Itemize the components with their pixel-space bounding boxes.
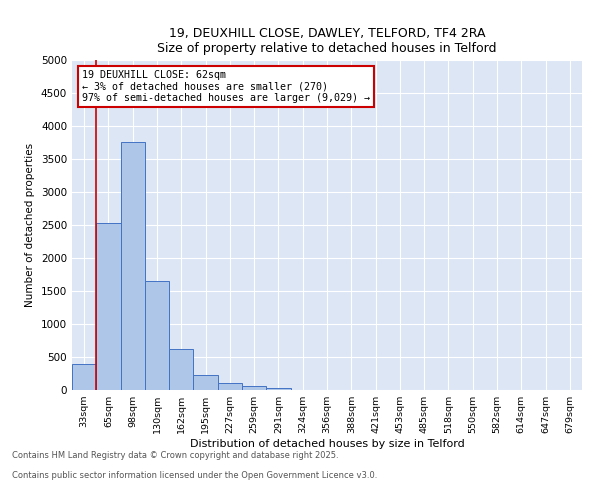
Bar bbox=[242, 386, 266, 390]
Bar bbox=[145, 281, 169, 390]
Bar bbox=[218, 384, 242, 390]
X-axis label: Distribution of detached houses by size in Telford: Distribution of detached houses by size … bbox=[190, 439, 464, 449]
Y-axis label: Number of detached properties: Number of detached properties bbox=[25, 143, 35, 307]
Title: 19, DEUXHILL CLOSE, DAWLEY, TELFORD, TF4 2RA
Size of property relative to detach: 19, DEUXHILL CLOSE, DAWLEY, TELFORD, TF4… bbox=[157, 26, 497, 54]
Text: Contains public sector information licensed under the Open Government Licence v3: Contains public sector information licen… bbox=[12, 470, 377, 480]
Text: 19 DEUXHILL CLOSE: 62sqm
← 3% of detached houses are smaller (270)
97% of semi-d: 19 DEUXHILL CLOSE: 62sqm ← 3% of detache… bbox=[82, 70, 370, 103]
Bar bbox=[96, 223, 121, 390]
Bar bbox=[266, 388, 290, 390]
Bar bbox=[169, 349, 193, 390]
Bar bbox=[121, 142, 145, 390]
Bar bbox=[72, 364, 96, 390]
Bar bbox=[193, 375, 218, 390]
Text: Contains HM Land Registry data © Crown copyright and database right 2025.: Contains HM Land Registry data © Crown c… bbox=[12, 450, 338, 460]
